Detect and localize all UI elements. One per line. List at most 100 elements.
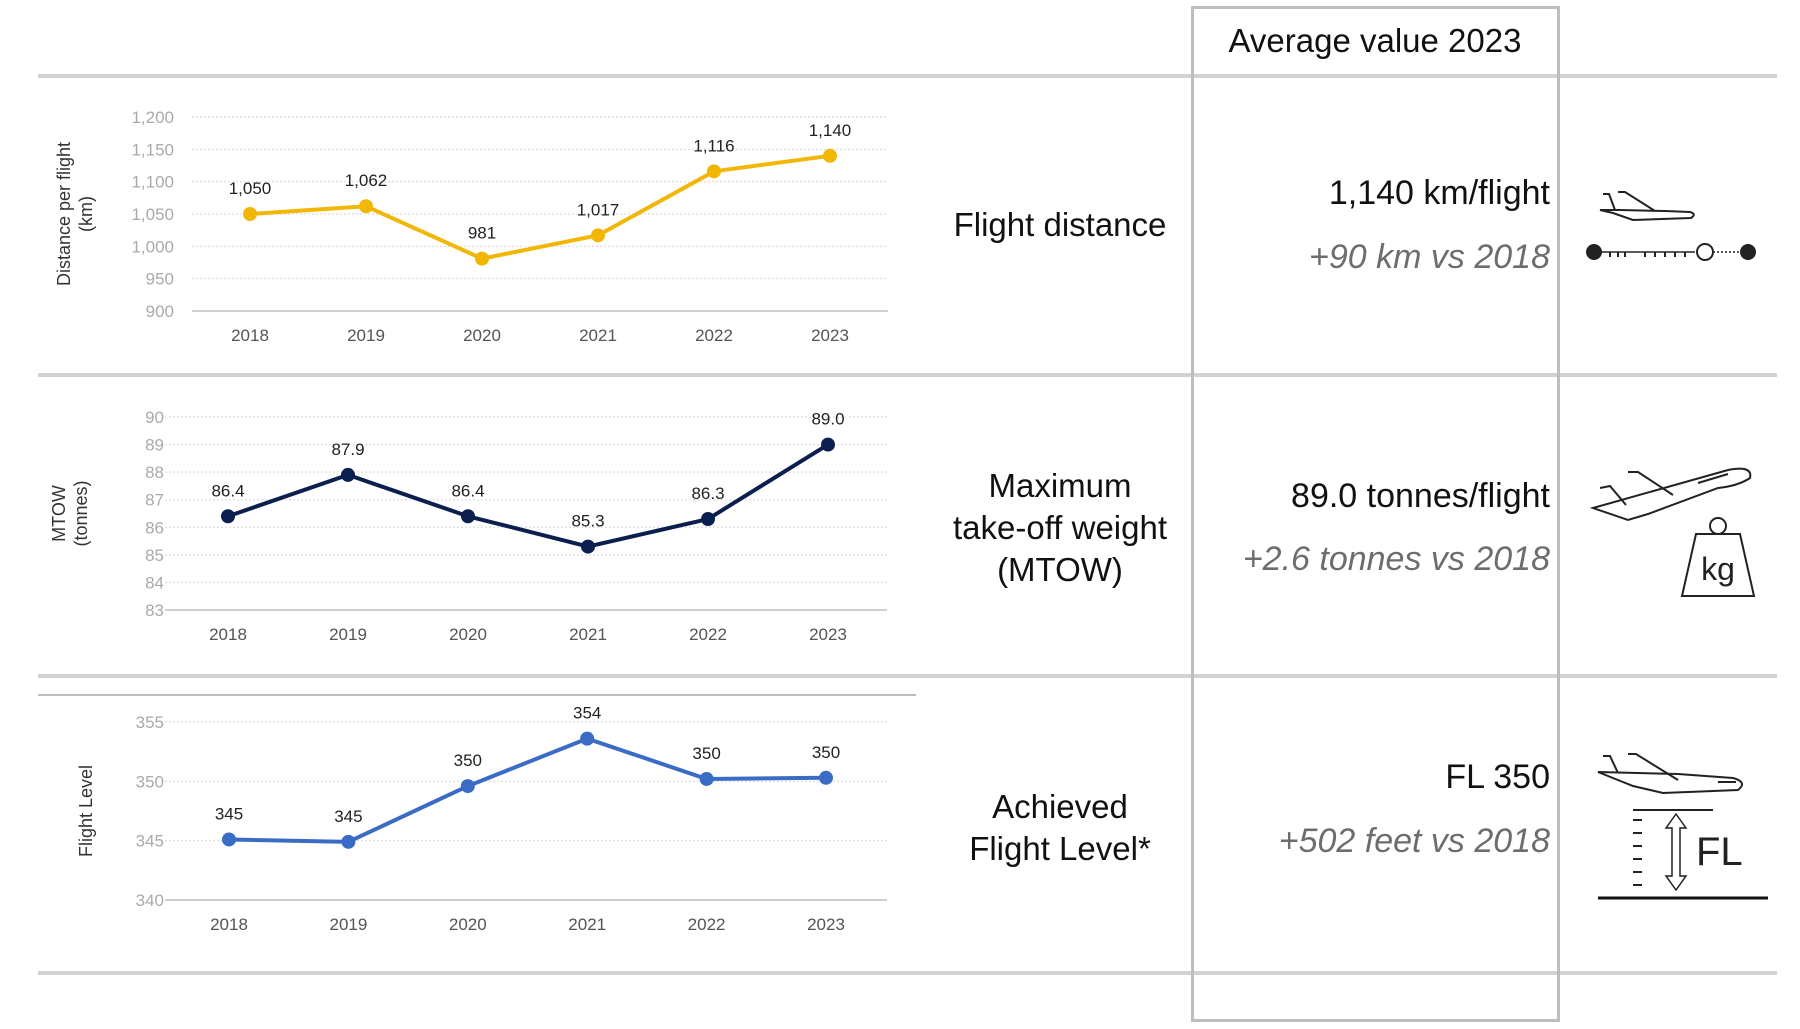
- y-tick-label: 84: [145, 573, 164, 592]
- data-point: [591, 228, 605, 243]
- series-line: [249, 153, 831, 261]
- x-tick-label: 2021: [579, 326, 617, 345]
- data-label: 86.4: [211, 481, 244, 500]
- x-tick-label: 2021: [569, 625, 607, 644]
- x-tick-label: 2020: [463, 326, 501, 345]
- x-tick-label: 2021: [568, 915, 606, 934]
- mtow-label-line-2: take-off weight: [952, 509, 1168, 546]
- x-tick-label: 2023: [809, 625, 847, 644]
- y-tick-label: 345: [136, 832, 164, 851]
- flight-distance-delta: +90 km vs 2018: [1309, 238, 1550, 276]
- data-point: [701, 512, 715, 527]
- y-tick-label: 900: [146, 302, 174, 321]
- y-tick-label: 85: [145, 546, 164, 565]
- x-tick-label: 2019: [347, 326, 385, 345]
- y-tick-label: 340: [136, 891, 164, 910]
- series-line: [228, 736, 827, 844]
- airplane-takeoff-icon: [1589, 467, 1752, 522]
- y-axis-title-line: Distance per flight: [54, 142, 74, 286]
- average-value-header: Average value 2023: [1228, 22, 1522, 59]
- mtow-label-line-1: Maximum: [988, 467, 1132, 504]
- y-tick-label: 88: [145, 463, 164, 482]
- airplane-distance-icon: [1586, 191, 1756, 261]
- data-label: 87.9: [331, 440, 364, 459]
- data-label: 85.3: [571, 512, 604, 531]
- data-label: 86.4: [451, 481, 484, 500]
- y-tick-label: 950: [146, 270, 174, 289]
- x-tick-label: 2020: [449, 625, 487, 644]
- y-axis-title: Distance per flight (km): [54, 142, 96, 286]
- data-point: [222, 832, 236, 847]
- y-tick-label: 1,000: [131, 237, 174, 256]
- data-label: 86.3: [691, 484, 724, 503]
- average-value-column-box: [1191, 6, 1560, 1022]
- data-point: [581, 539, 595, 554]
- y-axis-title-line: Flight Level: [76, 765, 96, 857]
- mtow-label-line-3: (MTOW): [997, 551, 1123, 588]
- data-label: 354: [573, 704, 601, 723]
- y-tick-label: 350: [136, 772, 164, 791]
- y-tick-label: 1,150: [131, 140, 174, 159]
- data-point: [359, 199, 373, 214]
- y-axis-title-line: MTOW: [49, 485, 69, 542]
- x-tick-label: 2018: [231, 326, 269, 345]
- airplane-icon: [1597, 753, 1743, 795]
- x-tick-label: 2019: [329, 625, 367, 644]
- airplane-weight-kg-icon: kg: [1589, 467, 1756, 597]
- flight-level-label-line-2: Flight Level*: [969, 830, 1151, 867]
- x-tick-label: 2020: [449, 915, 487, 934]
- y-tick-label: 1,050: [131, 205, 174, 224]
- flight-level-label: Achieved Flight Level*: [910, 786, 1210, 870]
- flight-level-value: FL 350: [1445, 758, 1550, 796]
- data-point: [460, 779, 475, 794]
- y-axis-title: Flight Level: [76, 765, 96, 857]
- x-tick-label: 2022: [695, 326, 733, 345]
- data-label: 1,062: [345, 171, 388, 190]
- row-divider-1: [38, 373, 1777, 377]
- data-point: [461, 509, 475, 524]
- flight-distance-value: 1,140 km/flight: [1328, 174, 1550, 212]
- y-tick-label: 86: [145, 518, 164, 537]
- airplane-flight-level-icon: FL: [1597, 753, 1768, 900]
- mtow-delta: +2.6 tonnes vs 2018: [1242, 540, 1550, 578]
- weight-icon: [1680, 517, 1756, 597]
- data-label: 1,140: [809, 121, 852, 140]
- up-down-arrow-icon: [1664, 812, 1688, 892]
- data-point: [580, 731, 595, 746]
- data-label: 350: [454, 751, 482, 770]
- y-axis-title-line: (tonnes): [71, 480, 91, 546]
- data-label: 89.0: [811, 410, 844, 429]
- kg-text: kg: [1701, 551, 1735, 587]
- data-label: 350: [692, 744, 720, 763]
- table-header-divider: [38, 74, 1777, 78]
- y-tick-label: 1,200: [131, 108, 174, 127]
- x-tick-label: 2023: [807, 915, 845, 934]
- y-axis-title-line: (km): [76, 196, 96, 232]
- x-tick-label: 2018: [209, 625, 247, 644]
- mtow-value: 89.0 tonnes/flight: [1291, 477, 1550, 515]
- airplane-icon: [1599, 191, 1695, 222]
- flight-distance-chart: 900 950 1,000 1,050 1,100 1,150 1,200 Distance …: [54, 108, 888, 345]
- x-tick-label: 2018: [210, 915, 248, 934]
- chart-3-top-border: [38, 694, 916, 696]
- data-point: [819, 770, 833, 785]
- flight-distance-label: Flight distance: [953, 206, 1167, 243]
- data-point: [823, 148, 837, 163]
- y-tick-label: 1,100: [131, 173, 174, 192]
- data-point: [221, 509, 235, 524]
- x-tick-label: 2022: [688, 915, 726, 934]
- y-axis-title: MTOW (tonnes): [49, 480, 91, 546]
- mtow-chart: 83 84 85 86 87 88 89 90 MTOW (tonnes) 2018 2019 2020…: [49, 408, 887, 644]
- flight-level-chart: 340 345 350 355 Flight Level 2018 2019 2020 2021…: [76, 704, 887, 934]
- data-point: [243, 207, 257, 221]
- data-label: 1,116: [693, 136, 734, 155]
- x-tick-label: 2022: [689, 625, 727, 644]
- data-point: [821, 437, 835, 452]
- row-divider-2: [38, 674, 1777, 678]
- data-label: 350: [812, 743, 840, 762]
- y-tick-label: 355: [136, 713, 164, 732]
- distance-scale-icon: [1586, 243, 1756, 261]
- series-line: [227, 442, 830, 549]
- data-point: [341, 467, 355, 482]
- fl-text: FL: [1696, 830, 1743, 874]
